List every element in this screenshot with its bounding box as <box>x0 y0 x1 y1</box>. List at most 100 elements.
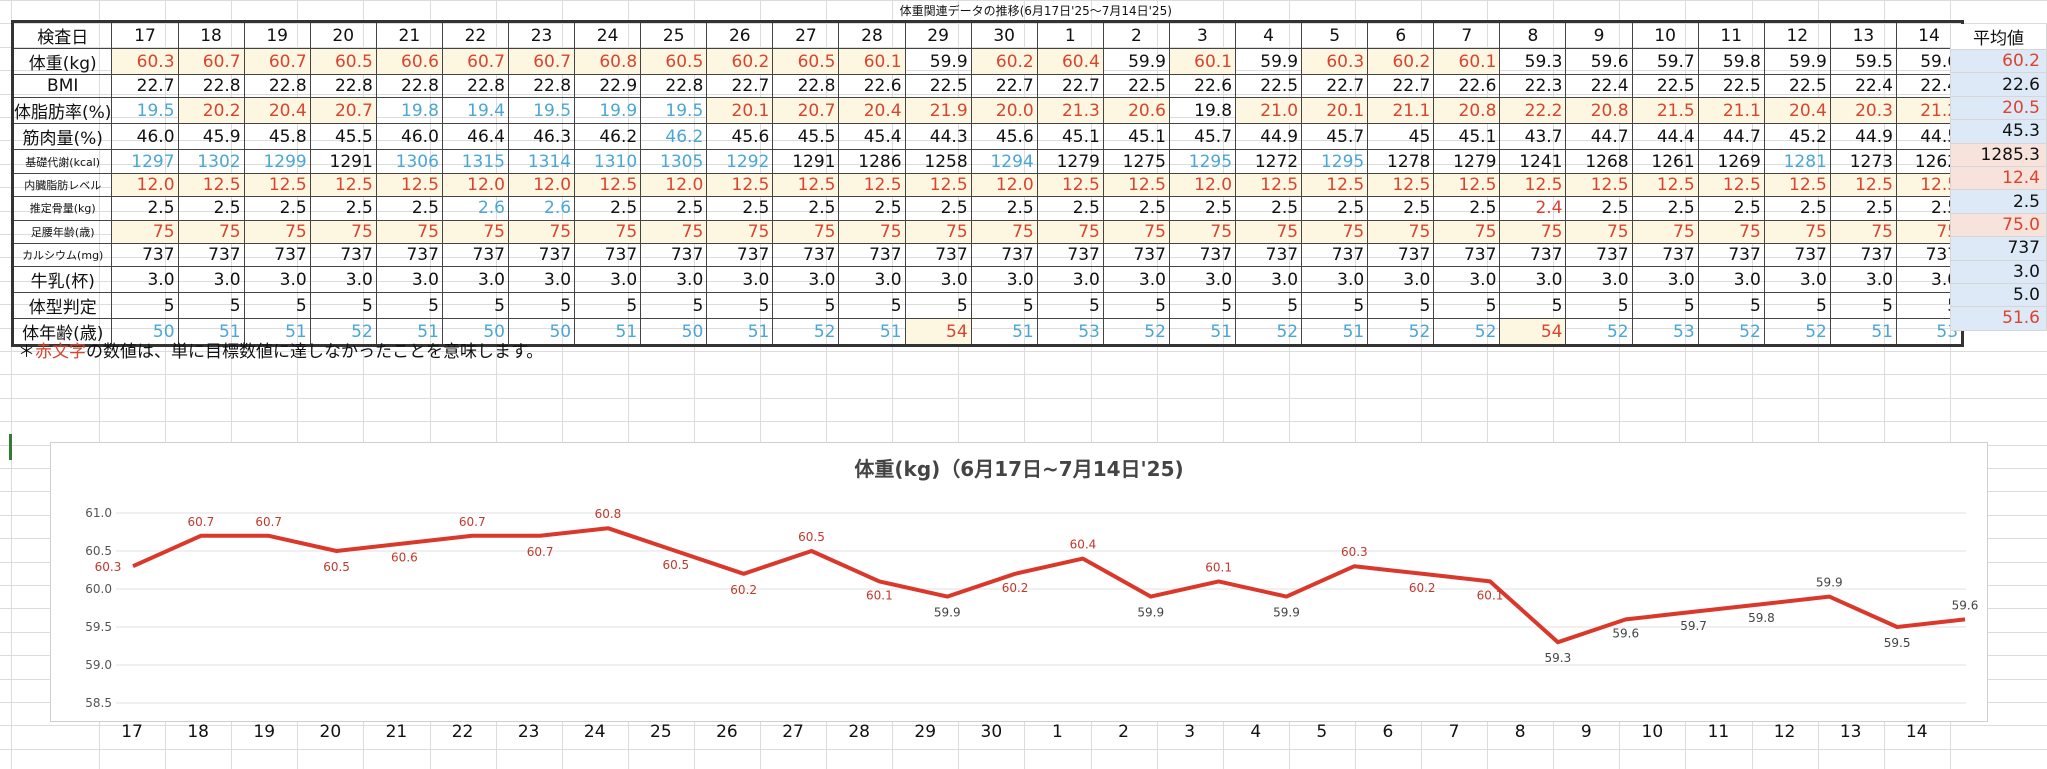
data-cell[interactable]: 75 <box>1829 219 1897 244</box>
data-cell[interactable]: 3.0 <box>1763 266 1831 294</box>
data-cell[interactable]: 50 <box>441 318 509 348</box>
data-cell[interactable]: 5 <box>772 292 840 320</box>
data-cell[interactable]: 45.5 <box>772 123 840 151</box>
data-cell[interactable]: 12.5 <box>1499 172 1567 198</box>
data-cell[interactable]: 2.5 <box>1168 196 1237 221</box>
data-cell[interactable]: 3.0 <box>243 266 311 294</box>
data-cell[interactable]: 2.5 <box>1301 196 1369 221</box>
data-cell[interactable]: 59.7 <box>1631 48 1699 75</box>
data-cell[interactable]: 737 <box>1565 242 1633 268</box>
data-cell[interactable]: 51 <box>838 318 906 348</box>
data-cell[interactable]: 2.5 <box>970 196 1038 221</box>
data-cell[interactable]: 22.3 <box>1499 73 1567 99</box>
data-cell[interactable]: 1258 <box>904 149 972 174</box>
data-cell[interactable]: 5 <box>706 292 774 320</box>
data-cell[interactable]: 44.9 <box>1829 123 1897 151</box>
data-cell[interactable]: 75 <box>375 219 443 244</box>
data-cell[interactable]: 75 <box>1301 219 1369 244</box>
data-cell[interactable]: 75 <box>1102 219 1170 244</box>
data-cell[interactable]: 3.0 <box>1301 266 1369 294</box>
data-cell[interactable]: 60.5 <box>640 48 708 75</box>
data-cell[interactable]: 737 <box>574 242 642 268</box>
data-cell[interactable]: 12.5 <box>1697 172 1765 198</box>
data-cell[interactable]: 3.0 <box>1102 266 1170 294</box>
average-cell[interactable]: 5.0 <box>1950 283 2047 308</box>
data-cell[interactable]: 5 <box>640 292 708 320</box>
data-cell[interactable]: 737 <box>309 242 377 268</box>
data-cell[interactable]: 53 <box>1631 318 1699 348</box>
data-cell[interactable]: 22.4 <box>1829 73 1897 99</box>
data-cell[interactable]: 737 <box>111 242 179 268</box>
data-cell[interactable]: 737 <box>1301 242 1369 268</box>
data-cell[interactable]: 60.7 <box>177 48 245 75</box>
data-cell[interactable]: 3.0 <box>1697 266 1765 294</box>
data-cell[interactable]: 5 <box>1433 292 1501 320</box>
data-cell[interactable]: 51 <box>970 318 1038 348</box>
data-cell[interactable]: 1310 <box>574 149 642 174</box>
data-cell[interactable]: 43.7 <box>1499 123 1567 151</box>
data-cell[interactable]: 1269 <box>1697 149 1765 174</box>
data-cell[interactable]: 3.0 <box>111 266 179 294</box>
average-cell[interactable]: 22.6 <box>1950 72 2047 97</box>
data-cell[interactable]: 22.6 <box>1433 73 1501 99</box>
data-cell[interactable]: 737 <box>1433 242 1501 268</box>
data-cell[interactable]: 5 <box>1102 292 1170 320</box>
data-cell[interactable]: 60.5 <box>772 48 840 75</box>
data-cell[interactable]: 5 <box>441 292 509 320</box>
data-cell[interactable]: 12.5 <box>1565 172 1633 198</box>
data-cell[interactable]: 2.5 <box>1367 196 1435 221</box>
data-cell[interactable]: 2.5 <box>1829 196 1897 221</box>
data-cell[interactable]: 1295 <box>1301 149 1369 174</box>
data-cell[interactable]: 5 <box>1367 292 1435 320</box>
data-cell[interactable]: 60.1 <box>1433 48 1501 75</box>
data-cell[interactable]: 45.1 <box>1433 123 1501 151</box>
data-cell[interactable]: 12.0 <box>111 172 179 198</box>
data-cell[interactable]: 737 <box>904 242 972 268</box>
data-cell[interactable]: 44.7 <box>1697 123 1765 151</box>
data-cell[interactable]: 2.4 <box>1499 196 1567 221</box>
data-cell[interactable]: 1297 <box>111 149 179 174</box>
data-cell[interactable]: 75 <box>706 219 774 244</box>
data-cell[interactable]: 22.7 <box>111 73 179 99</box>
data-cell[interactable]: 20.4 <box>243 97 311 125</box>
data-cell[interactable]: 737 <box>970 242 1038 268</box>
data-cell[interactable]: 54 <box>1499 318 1567 348</box>
data-cell[interactable]: 22.8 <box>640 73 708 99</box>
data-cell[interactable]: 45.1 <box>1036 123 1104 151</box>
data-cell[interactable]: 52 <box>1565 318 1633 348</box>
data-cell[interactable]: 20.6 <box>1102 97 1170 125</box>
data-cell[interactable]: 1279 <box>1036 149 1104 174</box>
data-cell[interactable]: 3.0 <box>1168 266 1237 294</box>
average-cell[interactable]: 3.0 <box>1950 260 2047 284</box>
data-cell[interactable]: 5 <box>1036 292 1104 320</box>
data-cell[interactable]: 2.5 <box>838 196 906 221</box>
data-cell[interactable]: 75 <box>970 219 1038 244</box>
data-cell[interactable]: 75 <box>904 219 972 244</box>
data-cell[interactable]: 59.6 <box>1565 48 1633 75</box>
data-cell[interactable]: 737 <box>507 242 576 268</box>
data-cell[interactable]: 22.5 <box>1235 73 1303 99</box>
data-cell[interactable]: 2.5 <box>111 196 179 221</box>
data-cell[interactable]: 5 <box>177 292 245 320</box>
data-cell[interactable]: 1315 <box>441 149 509 174</box>
average-cell[interactable]: 75.0 <box>1950 213 2047 238</box>
data-cell[interactable]: 3.0 <box>1499 266 1567 294</box>
data-cell[interactable]: 12.5 <box>1763 172 1831 198</box>
data-cell[interactable]: 1272 <box>1235 149 1303 174</box>
data-cell[interactable]: 21.0 <box>1235 97 1303 125</box>
data-cell[interactable]: 59.9 <box>1235 48 1303 75</box>
data-cell[interactable]: 22.8 <box>243 73 311 99</box>
data-cell[interactable]: 45.7 <box>1168 123 1237 151</box>
data-cell[interactable]: 3.0 <box>1829 266 1897 294</box>
data-cell[interactable]: 5 <box>243 292 311 320</box>
data-cell[interactable]: 2.6 <box>441 196 509 221</box>
data-cell[interactable]: 21.1 <box>1367 97 1435 125</box>
data-cell[interactable]: 12.5 <box>375 172 443 198</box>
data-cell[interactable]: 1302 <box>177 149 245 174</box>
data-cell[interactable]: 12.5 <box>574 172 642 198</box>
data-cell[interactable]: 1281 <box>1763 149 1831 174</box>
data-cell[interactable]: 51 <box>1829 318 1897 348</box>
data-cell[interactable]: 60.3 <box>111 48 179 75</box>
data-cell[interactable]: 75 <box>441 219 509 244</box>
data-cell[interactable]: 12.5 <box>772 172 840 198</box>
